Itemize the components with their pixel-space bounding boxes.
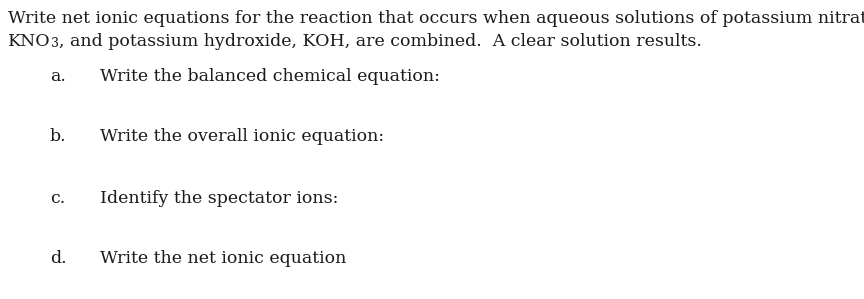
Text: d.: d. [50,250,67,267]
Text: , and potassium hydroxide, KOH, are combined.  A clear solution results.: , and potassium hydroxide, KOH, are comb… [59,33,702,50]
Text: 3: 3 [51,37,59,50]
Text: Write the net ionic equation: Write the net ionic equation [100,250,346,267]
Text: Write net ionic equations for the reaction that occurs when aqueous solutions of: Write net ionic equations for the reacti… [8,10,864,27]
Text: Write the balanced chemical equation:: Write the balanced chemical equation: [100,68,440,85]
Text: a.: a. [50,68,66,85]
Text: Write the overall ionic equation:: Write the overall ionic equation: [100,128,384,145]
Text: c.: c. [50,190,66,207]
Text: b.: b. [50,128,67,145]
Text: Identify the spectator ions:: Identify the spectator ions: [100,190,339,207]
Text: KNO: KNO [8,33,51,50]
